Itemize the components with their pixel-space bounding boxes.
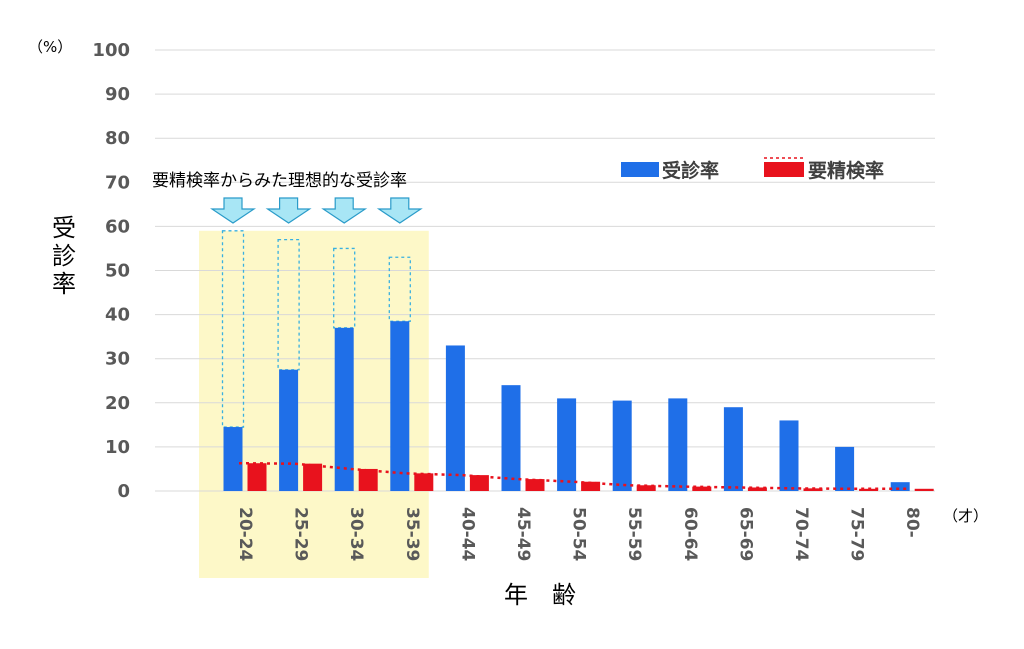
bar-series-1 bbox=[723, 407, 743, 491]
category-label: 65-69 bbox=[735, 507, 755, 561]
y-tick-label: 0 bbox=[117, 481, 130, 502]
bar-series-2 bbox=[914, 488, 934, 491]
legend-label-series-1: 受診率 bbox=[662, 159, 719, 182]
y-tick-label: 80 bbox=[105, 128, 130, 149]
bar-series-1 bbox=[612, 400, 632, 491]
bar-series-2 bbox=[525, 479, 545, 491]
legend-swatch-series-2 bbox=[764, 162, 804, 177]
x-axis-label: 年 齢 bbox=[504, 581, 576, 609]
category-label: 40-44 bbox=[457, 507, 477, 562]
ideal-rate-arrows bbox=[210, 197, 423, 224]
ideal-rate-outline bbox=[221, 230, 245, 428]
bar-series-2 bbox=[581, 481, 601, 491]
bar-series-2 bbox=[247, 463, 267, 491]
category-label: 55-59 bbox=[624, 507, 644, 561]
y-tick-label: 70 bbox=[105, 172, 130, 193]
y-tick-label: 20 bbox=[105, 393, 130, 414]
y-tick-label: 40 bbox=[105, 305, 130, 326]
y-axis-label: 受診率 bbox=[52, 214, 76, 298]
category-labels: 20-24 25-29 30-34 35-39 40-44 45-49 50-54 55-59… bbox=[235, 507, 922, 562]
bar-series-1 bbox=[390, 321, 410, 491]
category-label: 50-54 bbox=[569, 507, 589, 562]
bar-series-2 bbox=[636, 485, 656, 491]
bar-series-2 bbox=[358, 468, 378, 491]
category-label: 75-79 bbox=[847, 507, 867, 561]
category-label: 70-74 bbox=[791, 507, 811, 562]
y-tick-label: 100 bbox=[92, 40, 130, 61]
category-label: 80- bbox=[902, 507, 922, 538]
y-unit-label: （%） bbox=[28, 38, 72, 56]
y-tick-label: 90 bbox=[105, 84, 130, 105]
bar-series-1 bbox=[501, 385, 521, 491]
y-tick-label: 10 bbox=[105, 437, 130, 458]
bar-series-1 bbox=[668, 398, 688, 491]
ideal-rate-annotation: 要精検率からみた理想的な受診率 bbox=[152, 171, 407, 191]
down-arrow-icon bbox=[321, 197, 368, 224]
y-tick-label: 30 bbox=[105, 349, 130, 370]
ideal-rate-outline bbox=[277, 238, 300, 371]
bar-series-1 bbox=[445, 345, 465, 491]
bar-series-1 bbox=[557, 398, 577, 491]
category-label: 35-39 bbox=[402, 507, 422, 561]
y-tick-label: 50 bbox=[105, 261, 130, 282]
category-label: 20-24 bbox=[235, 507, 255, 562]
bar-series-1 bbox=[890, 482, 910, 491]
x-unit-label: （才） bbox=[943, 507, 988, 525]
bar-series-1 bbox=[779, 420, 799, 491]
down-arrow-icon bbox=[210, 197, 256, 224]
category-label: 45-49 bbox=[513, 507, 533, 561]
category-label: 60-64 bbox=[680, 507, 700, 562]
legend-swatch-series-1 bbox=[621, 162, 659, 177]
category-label: 30-34 bbox=[346, 507, 366, 562]
category-label: 25-29 bbox=[291, 507, 311, 561]
bar-series-2 bbox=[414, 473, 434, 491]
legend: 受診率 要精検率 bbox=[621, 157, 884, 182]
bar-series-1 bbox=[279, 369, 299, 491]
bar-series-2 bbox=[692, 486, 712, 491]
y-tick-labels: 0 10 20 30 40 50 60 70 80 90 100 bbox=[92, 40, 130, 502]
legend-label-series-2: 要精検率 bbox=[808, 159, 884, 182]
bars bbox=[223, 321, 934, 491]
down-arrow-icon bbox=[265, 197, 312, 224]
down-arrow-icon bbox=[376, 197, 423, 224]
bar-series-2 bbox=[469, 475, 489, 491]
y-tick-label: 60 bbox=[105, 216, 130, 237]
bar-series-2 bbox=[303, 463, 323, 491]
bar-series-1 bbox=[835, 446, 855, 491]
bar-series-1 bbox=[223, 427, 243, 491]
bar-series-1 bbox=[334, 327, 354, 491]
bar-series-2 bbox=[747, 487, 767, 491]
